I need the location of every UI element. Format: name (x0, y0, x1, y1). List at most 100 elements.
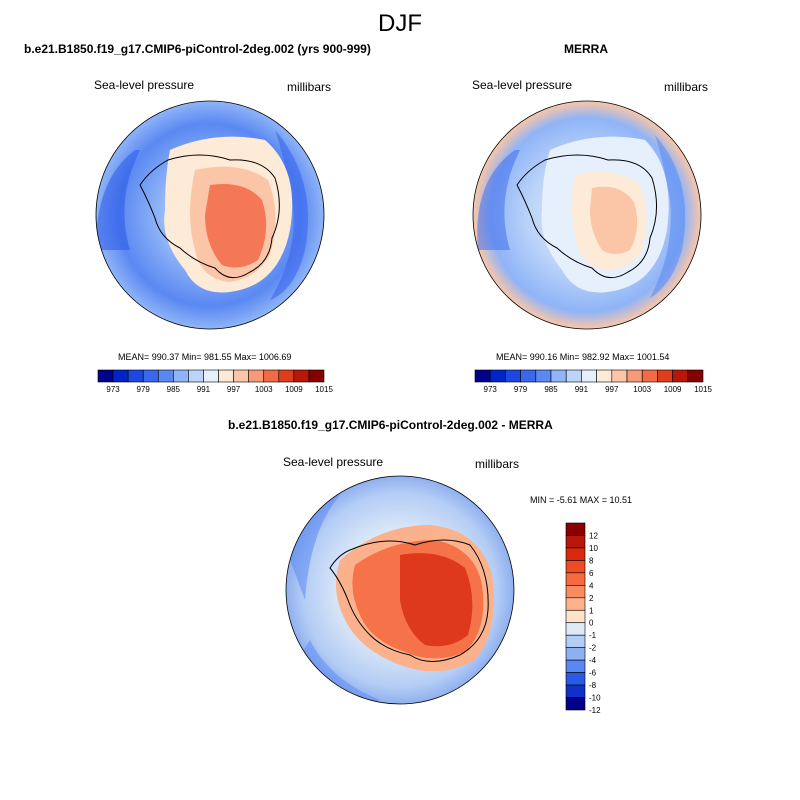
panel-2-colorbar-box (641, 369, 658, 383)
panel-2-colorbar-tick-label: 979 (514, 385, 528, 394)
panel-1-colorbar-box (127, 369, 144, 383)
panel-3-colorbar-tick-label: 12 (589, 531, 598, 540)
panel-2-low-east (650, 135, 686, 298)
panel-3-colorbar-box (565, 585, 586, 599)
panel-2-colorbar-tick-label: 1009 (664, 385, 682, 394)
panel-3-colorbar-tick-label: 8 (589, 556, 594, 565)
panel-1-colorbar-box (97, 369, 114, 383)
page-title: DJF (378, 10, 422, 37)
panel-3-colorbar-tick-label: -10 (589, 694, 601, 703)
panel-2-colorbar-box (505, 369, 521, 383)
panel-3-colorbar-box (565, 634, 586, 648)
panel-3-stats: MIN = -5.61 MAX = 10.51 (530, 495, 633, 505)
panel-3-right-label: millibars (475, 457, 520, 471)
panel-1-low-east (270, 130, 309, 300)
panel-2-title: MERRA (564, 42, 608, 56)
panel-3-colorbar-tick-label: -2 (589, 644, 597, 653)
panel-2-colorbar-box (626, 369, 643, 383)
panel-3-low-west (290, 490, 340, 600)
panel-3-colorbar-tick-label: -12 (589, 706, 601, 715)
panel-3-colorbar-box (565, 547, 586, 561)
panel-2-colorbar-box (550, 369, 567, 383)
panel-3-colorbar-tick-label: 2 (589, 594, 594, 603)
panel-3-colorbar-box (565, 535, 586, 549)
panel-1-colorbar-box (293, 369, 310, 383)
panel-2-coastline (516, 154, 657, 279)
panel-2-map (473, 101, 701, 329)
panel-1-right-label: millibars (287, 80, 332, 94)
panel-1-map-border (95, 100, 325, 330)
panel-3-colorbar-tick-label: 10 (589, 544, 598, 553)
panel-3-colorbar-tick-label: 4 (589, 581, 594, 590)
panel-2-colorbar-box (565, 369, 582, 383)
panel-3-colorbar-box (565, 572, 586, 586)
panel-3-colorbar-tick-label: -4 (589, 656, 597, 665)
panel-3-colorbar-tick-label: 6 (589, 569, 594, 578)
panel-1-colorbar-box (248, 369, 265, 383)
panel-3-colorbar-box (565, 597, 586, 611)
panel-1-colorbar-box (278, 369, 295, 383)
panel-2-colorbar-tick-label: 991 (575, 385, 589, 394)
panel-2-colorbar-tick-label: 973 (484, 385, 498, 394)
panel-2-colorbar-box (611, 369, 628, 383)
panel-3-map (286, 476, 514, 704)
panel-2-colorbar-box (489, 369, 506, 383)
panel-3-colorbar-box (565, 647, 586, 661)
panel-2-colorbar-box (657, 369, 673, 383)
panel-2-right-label: millibars (664, 80, 709, 94)
panel-2-left-label: Sea-level pressure (472, 78, 573, 92)
panel-3-colorbar-tick-label: -6 (589, 669, 597, 678)
panel-1-colorbar-tick-label: 997 (227, 385, 241, 394)
panel-3-colorbar-tick-label: 0 (589, 619, 594, 628)
panel-2-colorbar-tick-label: 1003 (633, 385, 651, 394)
panel-3-colorbar-box (565, 522, 586, 536)
panel-2-colorbar-box (672, 369, 689, 383)
panel-2-colorbar-box (581, 369, 597, 383)
panel-1-colorbar-box (142, 369, 159, 383)
panel-1-map (96, 101, 324, 329)
panel-1-colorbar-box (263, 369, 280, 383)
panel-3-left-label: Sea-level pressure (283, 455, 384, 469)
panel-2-colorbar: 973 979 985 991 997 1003 1009 1015 (474, 369, 712, 394)
panel-1-colorbar-tick-label: 1015 (315, 385, 333, 394)
panel-1-stats: MEAN= 990.37 Min= 981.55 Max= 1006.69 (118, 352, 292, 362)
panel-1-colorbar-box (203, 369, 219, 383)
panel-2-colorbar-box (474, 369, 491, 383)
panel-1-colorbar-tick-label: 985 (167, 385, 181, 394)
panel-3-high-core (400, 553, 473, 647)
panel-1-colorbar-box (157, 369, 174, 383)
panel-2-colorbar-tick-label: 985 (544, 385, 558, 394)
panel-2-low-west (477, 150, 520, 250)
panel-2-colorbar-box (535, 369, 552, 383)
panel-2-colorbar-tick-label: 997 (605, 385, 619, 394)
panel-3-colorbar-box (565, 684, 586, 698)
panel-3-map-border (285, 475, 515, 705)
panel-1-colorbar-tick-label: 979 (137, 385, 151, 394)
panel-2-colorbar-box (687, 369, 704, 383)
panel-1-low-west (96, 150, 140, 250)
panel-3-colorbar-box (565, 622, 586, 636)
panel-1-coastline (139, 154, 280, 279)
panel-3-coastline (329, 539, 489, 662)
panel-1-left-label: Sea-level pressure (94, 78, 195, 92)
panel-1-colorbar-box (112, 369, 129, 383)
panel-1-colorbar-tick-label: 1009 (285, 385, 303, 394)
panel-1-colorbar-box (218, 369, 234, 383)
panel-2-high-core (590, 186, 638, 254)
panel-1-colorbar-box (188, 369, 204, 383)
panel-3-colorbar-box (565, 560, 586, 574)
panel-2-colorbar-box (520, 369, 537, 383)
panel-1-colorbar-tick-label: 1003 (255, 385, 273, 394)
panel-3-colorbar-tick-label: -1 (589, 631, 597, 640)
panel-3-colorbar-box (565, 672, 586, 686)
panel-2-colorbar-tick-label: 1015 (694, 385, 712, 394)
panel-3-colorbar-box (565, 697, 586, 711)
panel-1-high-core (205, 184, 267, 268)
panel-1-colorbar-tick-label: 991 (197, 385, 211, 394)
panel-3-title: b.e21.B1850.f19_g17.CMIP6-piControl-2deg… (228, 418, 553, 432)
panel-1-colorbar: 973 979 985 991 997 1003 1009 1015 (97, 369, 333, 394)
panel-3-colorbar-tick-label: -8 (589, 681, 597, 690)
panel-2-colorbar-box (596, 369, 613, 383)
